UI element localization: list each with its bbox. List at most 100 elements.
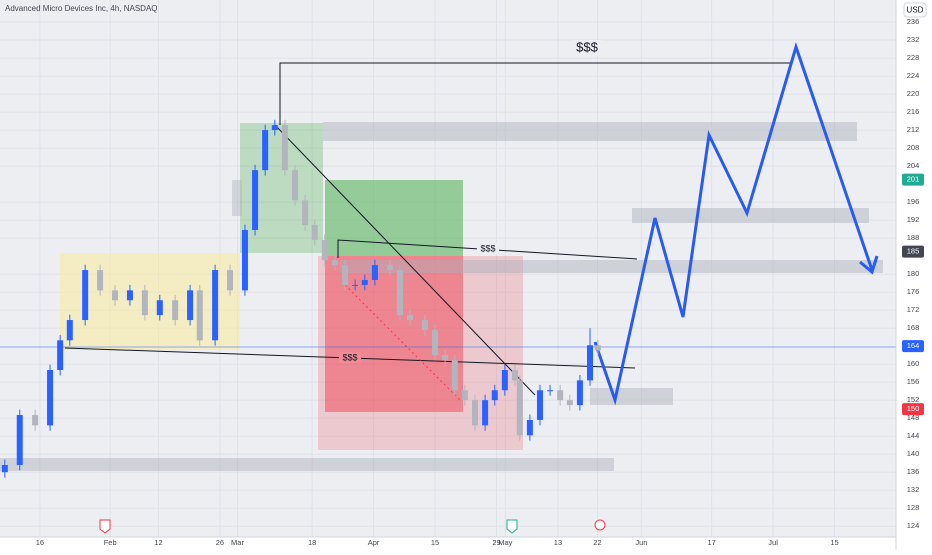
candle-body xyxy=(371,265,378,280)
candle-body xyxy=(491,390,498,401)
y-tick-label: 232 xyxy=(907,35,920,44)
candle-body xyxy=(302,200,309,226)
label-bg xyxy=(477,243,499,254)
zone xyxy=(325,180,463,256)
time-axis xyxy=(0,537,896,550)
candle-body xyxy=(187,290,194,321)
candle-body xyxy=(461,390,468,401)
candle-body xyxy=(252,170,259,231)
candle-body xyxy=(432,329,439,356)
candle-body xyxy=(57,340,64,371)
price-badge xyxy=(902,403,924,416)
y-tick-label: 172 xyxy=(907,305,920,314)
candle-body xyxy=(407,315,414,321)
y-tick-label: 128 xyxy=(907,503,920,512)
candles xyxy=(1,119,601,478)
y-tick-label: 144 xyxy=(907,431,920,440)
zone xyxy=(590,388,673,405)
candle-body xyxy=(1,464,8,473)
trend-line xyxy=(337,239,638,260)
x-tick-label: 15 xyxy=(830,538,838,547)
price-badge-label: 201 xyxy=(907,175,920,184)
projection xyxy=(593,42,874,406)
y-tick-label: 176 xyxy=(907,287,920,296)
y-tick-label: 216 xyxy=(907,107,920,116)
candle-body xyxy=(331,260,338,266)
candle-body xyxy=(386,265,393,271)
candle-body xyxy=(112,290,119,301)
x-tick-label: 12 xyxy=(154,538,162,547)
x-tick-label: 22 xyxy=(593,538,601,547)
y-tick-label: 224 xyxy=(907,71,920,80)
candle-body xyxy=(126,290,133,301)
candle-body xyxy=(471,400,478,426)
earnings-icon[interactable] xyxy=(506,519,518,534)
candle-body xyxy=(281,125,288,171)
price-badge-label: 164 xyxy=(907,341,920,350)
y-tick-label: 196 xyxy=(907,197,920,206)
x-tick-label: May xyxy=(498,538,512,547)
x-tick-label: 15 xyxy=(431,538,439,547)
y-tick-label: 188 xyxy=(907,233,920,242)
candle-body xyxy=(82,270,89,321)
label-bg xyxy=(572,40,602,56)
event-icons xyxy=(99,519,606,534)
y-tick-label: 212 xyxy=(907,125,920,134)
drawings: $$$ $$$ $$$ xyxy=(0,39,896,471)
candle-body xyxy=(16,415,23,465)
trend-line xyxy=(274,124,536,396)
y-tick-label: 192 xyxy=(907,215,920,224)
candle-body xyxy=(442,355,449,361)
x-tick-label: 16 xyxy=(36,538,44,547)
candle-body xyxy=(172,300,179,321)
y-tick-label: 132 xyxy=(907,485,920,494)
candle-body xyxy=(587,345,594,381)
arrow-head xyxy=(859,255,879,275)
y-tick-label: 140 xyxy=(907,449,920,458)
y-tick-label: 152 xyxy=(907,395,920,404)
zone xyxy=(323,122,857,141)
currency[interactable]: USD xyxy=(907,6,924,15)
x-tick-label: Jul xyxy=(768,538,778,547)
x-tick-label: 13 xyxy=(554,538,562,547)
price-badge xyxy=(902,173,924,186)
price-badge xyxy=(902,245,924,258)
trend-line xyxy=(279,62,790,125)
candle-body xyxy=(526,419,533,436)
candle-body xyxy=(536,390,543,420)
annotation: $$$ xyxy=(576,39,598,54)
axes: 124 128 132 136 140 144 148 152 156 160 168 172 176 1… xyxy=(36,17,924,547)
candle-body xyxy=(97,270,104,291)
candle-body xyxy=(451,360,458,391)
candle-body xyxy=(241,230,248,291)
y-tick-label: 204 xyxy=(907,161,920,170)
x-tick-label: Mar xyxy=(231,538,244,547)
candle-body xyxy=(342,265,349,285)
zone xyxy=(632,208,869,223)
x-tick-label: Apr xyxy=(368,538,380,547)
candle-body xyxy=(516,380,523,436)
candle-body xyxy=(262,130,269,171)
y-tick-label: 228 xyxy=(907,53,920,62)
candle-body xyxy=(141,290,148,316)
y-tick-label: 220 xyxy=(907,89,920,98)
event-icon[interactable] xyxy=(594,519,606,531)
x-tick-label: Feb xyxy=(104,538,117,547)
candle-body xyxy=(594,345,601,351)
zone xyxy=(60,253,240,350)
annotation: $$$ xyxy=(480,243,495,253)
y-tick-label: 124 xyxy=(907,521,920,530)
candle-body xyxy=(396,270,403,316)
y-tick-label: 180 xyxy=(907,269,920,278)
candle-body xyxy=(212,270,219,341)
currency-button[interactable] xyxy=(903,2,927,18)
price-badge-label: 185 xyxy=(907,247,920,256)
grid xyxy=(0,0,896,537)
candle-body xyxy=(227,270,234,291)
candle-body xyxy=(156,300,163,316)
candle-body xyxy=(501,370,508,391)
candle-body xyxy=(421,320,428,330)
earnings-icon[interactable] xyxy=(99,519,111,534)
candle-body xyxy=(271,125,278,131)
